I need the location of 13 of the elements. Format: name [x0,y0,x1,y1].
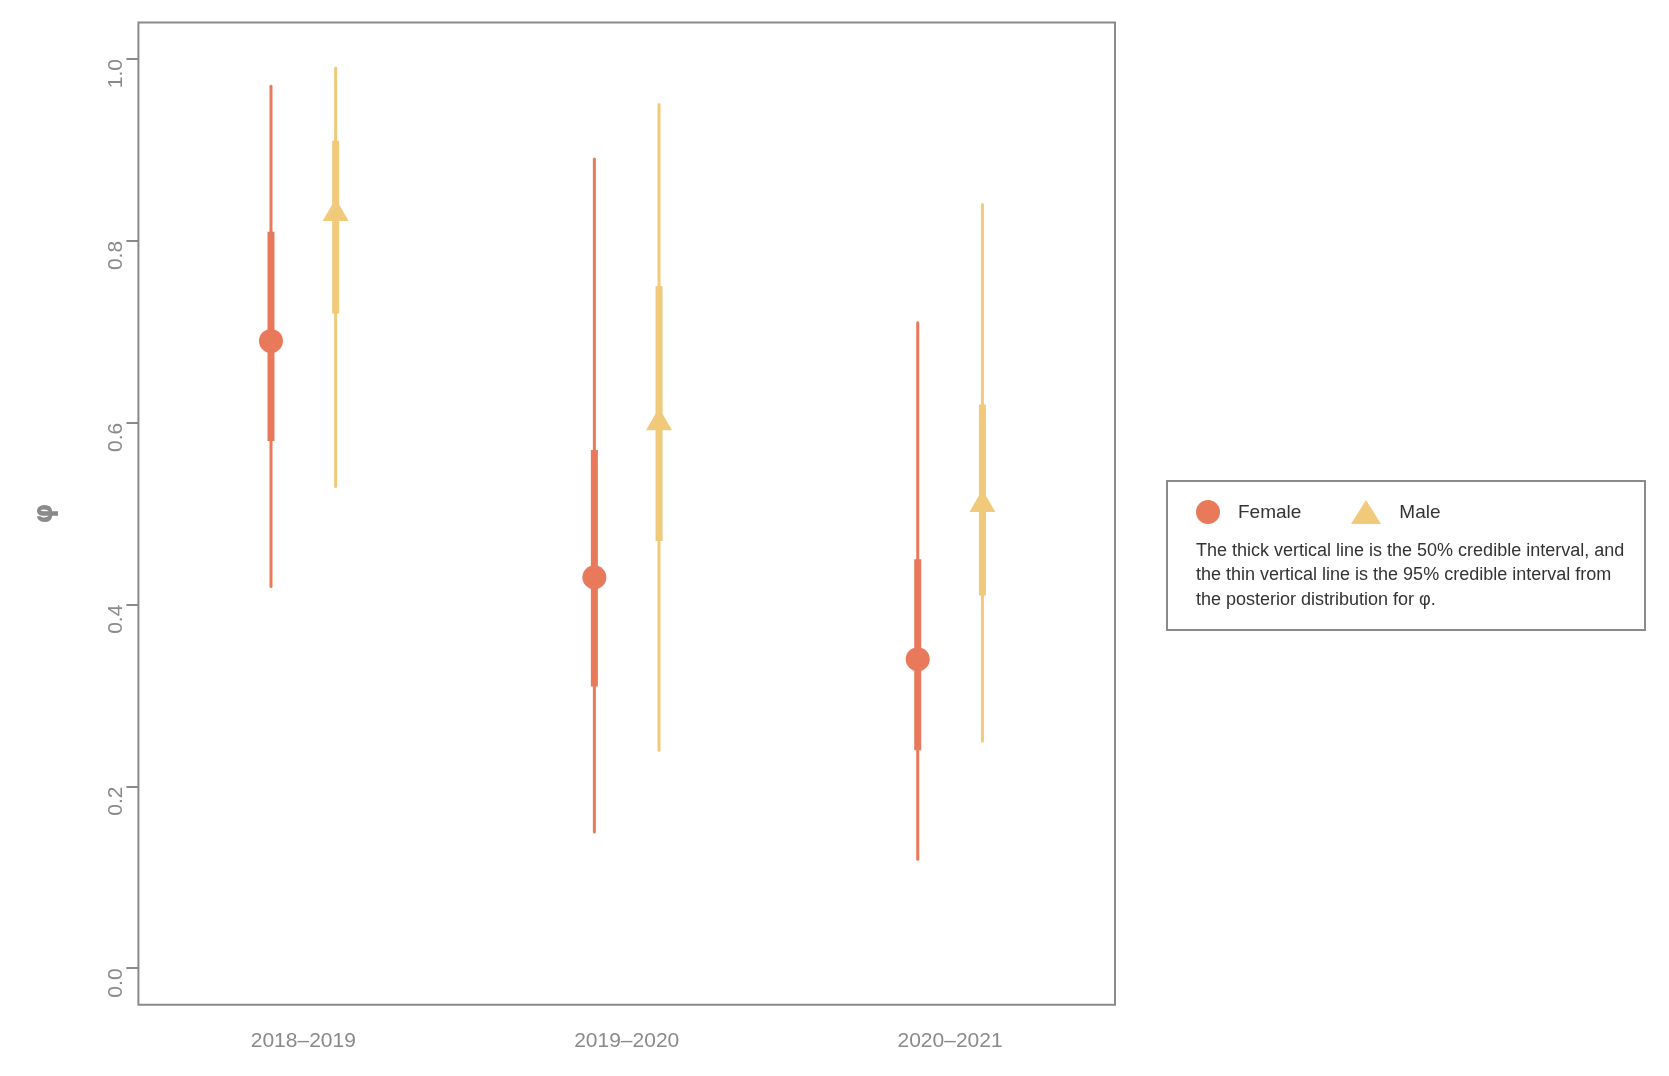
y-tick-label: 0.2 [103,786,127,816]
text: The thick vertical line is the 50% credible interval, and the thin vertical line is the 95% credible interval from the posterior distribution for φ. [1196,539,1626,611]
legend-label: Male [1399,501,1441,523]
legend-label: Female [1238,501,1302,523]
y-tick-label: 0.6 [103,422,127,452]
x-tick-label: 2020–2021 [897,1028,1003,1052]
x-tick-label: 2019–2020 [574,1028,680,1052]
y-tick-label: 0.4 [103,604,127,634]
y-tick-label: 0.0 [103,968,127,998]
x-tick-label: 2018–2019 [250,1028,356,1052]
y-tick-label: 1.0 [103,58,127,89]
y-axis-title: φ [28,503,59,524]
y-tick-label: 0.8 [103,240,127,271]
